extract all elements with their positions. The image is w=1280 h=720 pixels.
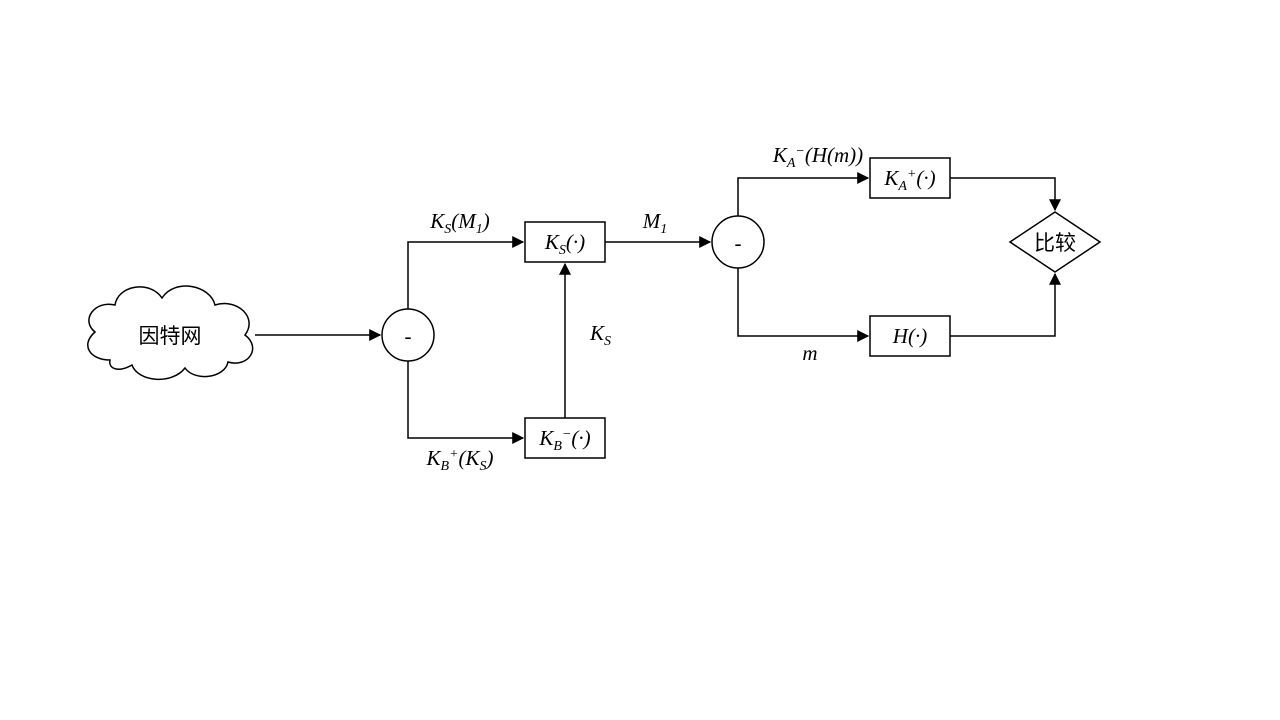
label-ks-m1: KS(M1) [429, 209, 490, 237]
ks-decrypt-box: KS(·) [525, 222, 605, 262]
splitter-1: - [382, 309, 434, 361]
compare-label: 比较 [1034, 232, 1076, 255]
label-ks: KS [589, 321, 611, 349]
kb-decrypt-box: KB−(·) [525, 418, 605, 458]
label-kb-ks: KB+(KS) [425, 446, 493, 474]
hash-box: H(·) [870, 316, 950, 356]
label-m1: M1 [642, 209, 668, 237]
splitter-1-label: - [405, 324, 412, 348]
edge-h-compare [950, 274, 1055, 336]
edge-split1-ks [408, 242, 523, 309]
label-ka-hm: KA−(H(m)) [772, 143, 863, 171]
splitter-2: - [712, 216, 764, 268]
cloud-label: 因特网 [139, 325, 202, 348]
kb-box-label: KB−(·) [538, 426, 590, 454]
edge-ka-compare [950, 178, 1055, 210]
splitter-2-label: - [735, 231, 742, 255]
ka-verify-box: KA+(·) [870, 158, 950, 198]
label-m: m [802, 341, 817, 365]
cloud-internet: 因特网 [88, 286, 253, 379]
ks-box-label: KS(·) [544, 230, 585, 258]
edge-split2-h [738, 268, 868, 336]
edge-split1-kb [408, 361, 523, 438]
edge-split2-ka [738, 178, 868, 216]
compare-diamond: 比较 [1010, 212, 1100, 272]
h-box-label: H(·) [892, 324, 927, 348]
ka-box-label: KA+(·) [883, 166, 935, 194]
